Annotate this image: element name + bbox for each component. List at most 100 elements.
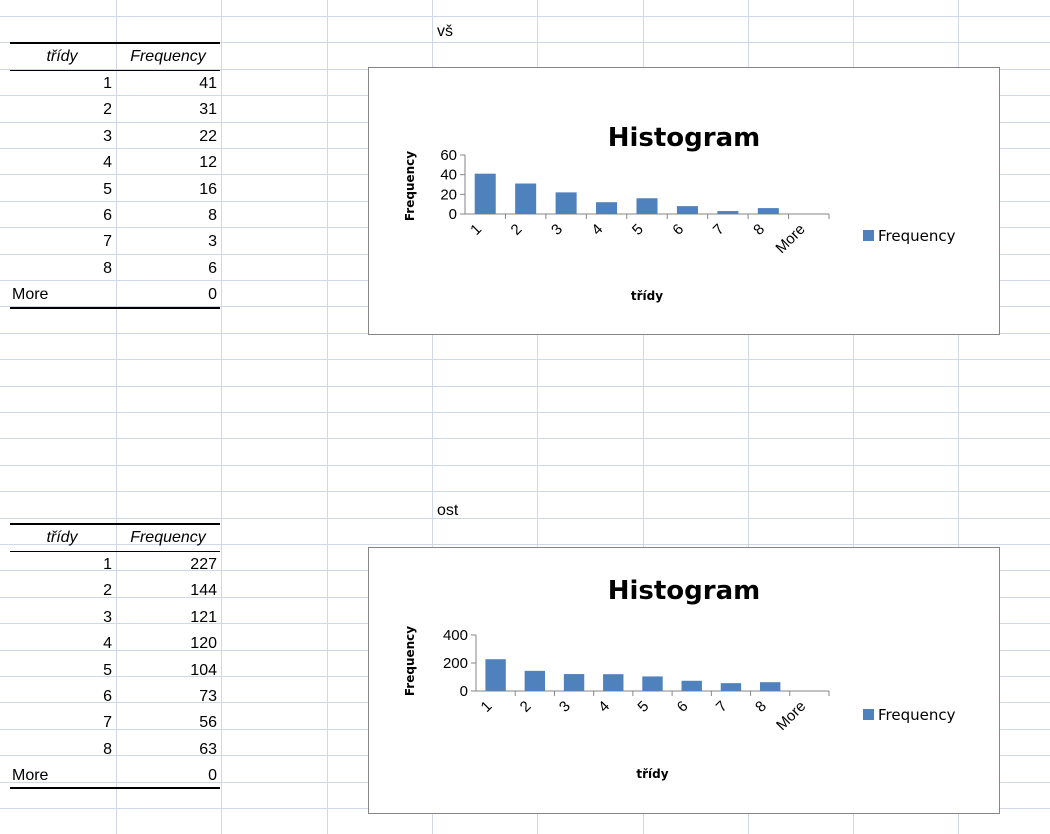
column-header-bins[interactable]: třídy [46, 529, 78, 546]
y-tick-label: 400 [443, 627, 468, 644]
frequency-cell[interactable]: 56 [199, 714, 217, 732]
x-tick-label: 8 [752, 698, 770, 716]
frequency-cell[interactable]: 22 [199, 127, 217, 145]
frequency-cell[interactable]: 6 [208, 259, 217, 277]
bin-cell[interactable]: 1 [103, 75, 112, 92]
chart-title: Histogram [608, 123, 761, 153]
histogram-bar[interactable] [515, 183, 537, 214]
table-bottom-rule [10, 787, 220, 789]
bin-cell[interactable]: More [12, 286, 49, 304]
legend-label: Frequency [878, 706, 956, 724]
bin-cell[interactable]: 5 [103, 661, 112, 679]
table-top-rule [10, 42, 220, 44]
histogram-bar[interactable] [474, 173, 496, 214]
y-axis-label: Frequency [403, 151, 417, 221]
x-tick-label: 2 [517, 698, 535, 716]
frequency-cell[interactable]: 12 [199, 154, 217, 172]
table-header-rule [10, 70, 220, 71]
x-tick-label: More [772, 221, 808, 257]
legend-swatch [863, 709, 874, 720]
frequency-cell[interactable]: 0 [208, 767, 217, 785]
frequency-cell[interactable]: 41 [199, 75, 217, 92]
x-tick-label: 7 [710, 221, 728, 239]
section-label-ost[interactable]: ost [437, 502, 459, 519]
bin-cell[interactable]: 6 [103, 688, 112, 705]
histogram-bar[interactable] [596, 202, 618, 214]
bin-cell[interactable]: 5 [103, 180, 112, 198]
x-tick-label: 1 [478, 698, 496, 716]
y-tick-label: 20 [440, 186, 457, 203]
table-header-rule [10, 551, 220, 552]
histogram-chart-vs[interactable]: Histogram Frequency 0 20 40 60 1 2 3 4 5 6 7 8 More tří… [368, 67, 1000, 335]
frequency-cell[interactable]: 104 [190, 661, 217, 679]
x-tick-label: 2 [508, 221, 526, 239]
column-header-frequency[interactable]: Frequency [130, 48, 206, 65]
table-top-rule [10, 523, 220, 525]
bin-cell[interactable]: 7 [103, 233, 112, 251]
frequency-cell[interactable]: 16 [199, 180, 217, 198]
y-axis-label: Frequency [403, 626, 417, 696]
x-tick-label: 8 [750, 221, 768, 239]
histogram-bar[interactable] [603, 674, 624, 691]
histogram-chart-ost[interactable]: Histogram Frequency 0 200 400 1 2 3 4 5 6 7 8 More tří… [368, 547, 1000, 814]
histogram-bar[interactable] [485, 659, 506, 691]
bin-cell[interactable]: 2 [103, 101, 112, 119]
histogram-bar[interactable] [717, 211, 739, 214]
histogram-bar[interactable] [676, 206, 698, 214]
x-tick-label: 3 [556, 698, 574, 716]
bin-cell[interactable]: 3 [103, 127, 112, 145]
section-label-vs[interactable]: vš [437, 23, 453, 40]
histogram-bar[interactable] [757, 208, 779, 214]
column-header-bins[interactable]: třídy [46, 48, 78, 65]
histogram-bar[interactable] [555, 192, 577, 214]
histogram-bar[interactable] [681, 680, 702, 691]
frequency-cell[interactable]: 144 [190, 582, 217, 600]
x-tick-label: 5 [629, 221, 647, 239]
x-axis-label: třídy [636, 767, 668, 781]
x-tick-label: More [773, 698, 809, 734]
bin-cell[interactable]: 4 [103, 635, 112, 653]
histogram-bar[interactable] [759, 682, 781, 691]
histogram-bar[interactable] [524, 670, 546, 691]
table-bottom-rule [10, 307, 220, 309]
x-tick-label: 3 [548, 221, 566, 239]
frequency-cell[interactable]: 120 [190, 635, 217, 653]
chart-title: Histogram [608, 576, 761, 606]
histogram-bar[interactable] [642, 676, 663, 691]
frequency-cell[interactable]: 0 [208, 286, 217, 304]
bin-cell[interactable]: 7 [103, 714, 112, 732]
y-tick-label: 0 [449, 206, 457, 223]
frequency-cell[interactable]: 8 [208, 207, 217, 224]
bin-cell[interactable]: 3 [103, 608, 112, 626]
bin-cell[interactable]: More [12, 767, 49, 785]
histogram-bar[interactable] [636, 198, 658, 214]
x-tick-label: 5 [634, 698, 652, 716]
bin-cell[interactable]: 1 [103, 556, 112, 573]
column-header-frequency[interactable]: Frequency [130, 529, 206, 546]
x-tick-label: 1 [467, 221, 485, 239]
bin-cell[interactable]: 8 [103, 259, 112, 277]
y-tick-label: 200 [443, 655, 468, 672]
frequency-cell[interactable]: 3 [208, 233, 217, 251]
x-tick-label: 4 [595, 698, 613, 716]
frequency-cell[interactable]: 121 [190, 608, 217, 626]
x-tick-label: 7 [713, 698, 731, 716]
x-axis-label: třídy [631, 289, 663, 303]
frequency-cell[interactable]: 227 [190, 556, 217, 573]
y-tick-label: 40 [440, 167, 457, 184]
bin-cell[interactable]: 4 [103, 154, 112, 172]
legend-swatch [863, 230, 874, 241]
bin-cell[interactable]: 2 [103, 582, 112, 600]
frequency-cell[interactable]: 73 [199, 688, 217, 705]
histogram-bar[interactable] [720, 683, 742, 691]
frequency-cell[interactable]: 63 [199, 740, 217, 758]
x-tick-label: 6 [669, 221, 687, 239]
legend-label: Frequency [878, 227, 956, 245]
y-tick-label: 60 [440, 147, 457, 164]
histogram-bar[interactable] [563, 674, 585, 691]
x-tick-label: 6 [674, 698, 692, 716]
bin-cell[interactable]: 8 [103, 740, 112, 758]
frequency-cell[interactable]: 31 [199, 101, 217, 119]
bin-cell[interactable]: 6 [103, 207, 112, 224]
x-tick-label: 4 [588, 221, 606, 239]
